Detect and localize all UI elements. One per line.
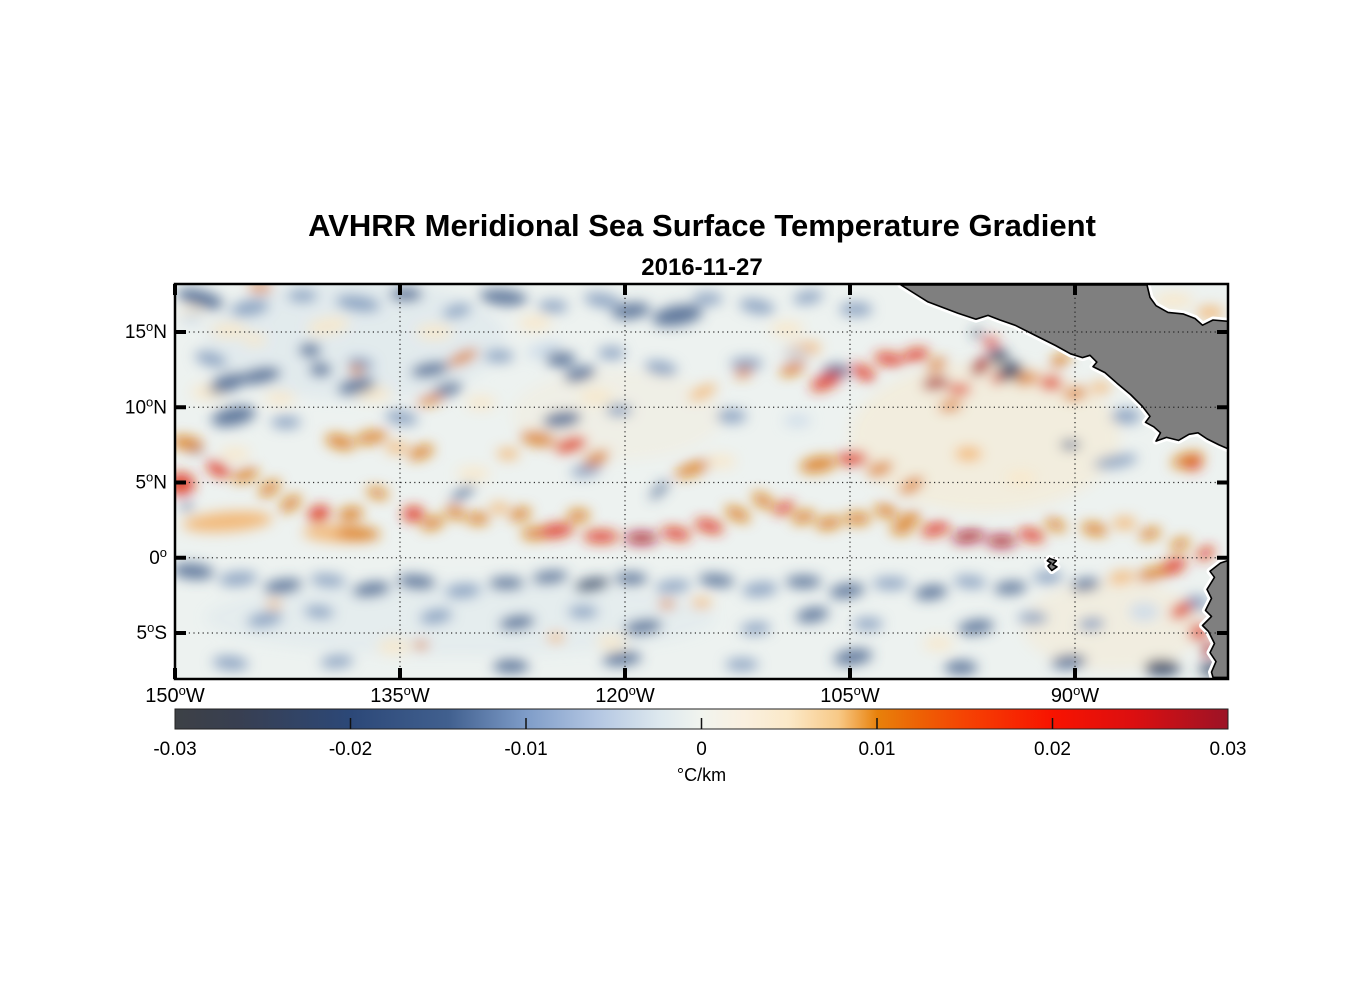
colorbar-tick-label: -0.02 xyxy=(329,739,372,760)
colorbar-tick-label: 0.02 xyxy=(1034,739,1071,760)
figure-title: AVHRR Meridional Sea Surface Temperature… xyxy=(308,208,1096,243)
x-tick-label: 135oW xyxy=(370,683,430,707)
x-tick-label: 150oW xyxy=(145,683,205,707)
figure-date: 2016-11-27 xyxy=(641,254,762,281)
graticule xyxy=(174,284,1228,679)
x-tick-label: 90oW xyxy=(1051,683,1099,707)
y-tick-label: 15oN xyxy=(125,319,167,343)
colorbar-tick-label: -0.03 xyxy=(153,739,196,760)
colorbar: -0.03 -0.02 -0.01 0 0.01 0.02 0.03 xyxy=(153,708,1247,760)
y-tick-label: 10oN xyxy=(125,394,167,418)
landmass-south-america xyxy=(1201,559,1228,679)
colorbar-tick-label: 0 xyxy=(696,739,707,760)
sst-field-blobs xyxy=(175,284,1228,676)
x-tick-label: 120oW xyxy=(595,683,655,707)
sst-field xyxy=(175,284,1228,679)
colorbar-tick-label: -0.01 xyxy=(504,739,547,760)
y-tick-label: 5oN xyxy=(135,470,167,494)
x-tick-label: 105oW xyxy=(820,683,880,707)
y-tick-label: 0o xyxy=(149,545,167,569)
colorbar-unit-label: °C/km xyxy=(677,765,726,785)
y-tick-label: 5oS xyxy=(137,620,168,644)
axes-layer: 150oW 135oW 120oW 105oW 90oW 15oN 10oN 5oN 0o 5oS xyxy=(125,282,1230,707)
colorbar-tick-label: 0.03 xyxy=(1210,739,1247,760)
colorbar-tick-label: 0.01 xyxy=(859,739,896,760)
map-layers: 150oW 135oW 120oW 105oW 90oW 15oN 10oN 5oN 0o 5oS… xyxy=(125,282,1247,760)
landmass-galapagos-islands xyxy=(1046,557,1058,572)
